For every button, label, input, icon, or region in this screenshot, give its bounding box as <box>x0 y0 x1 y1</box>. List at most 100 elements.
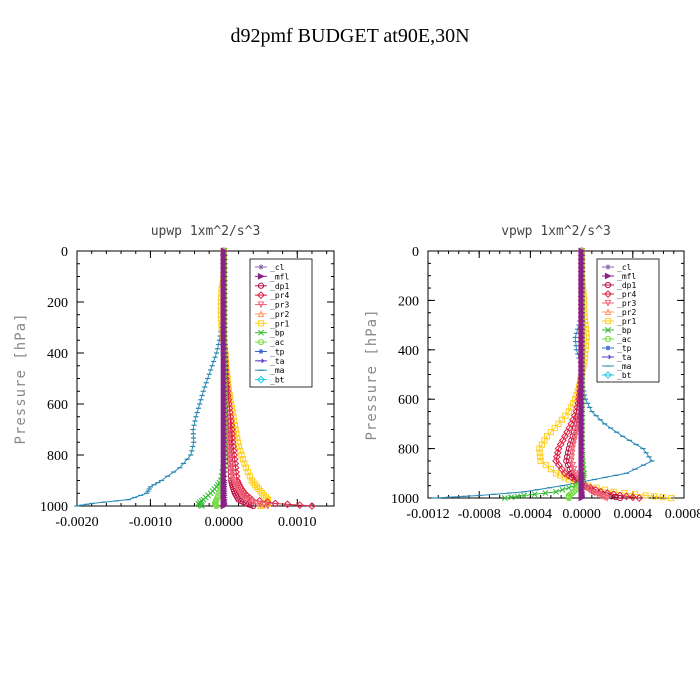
data-point <box>578 449 586 457</box>
data-point <box>601 494 609 501</box>
data-point <box>220 438 228 446</box>
data-point <box>561 469 569 478</box>
data-point <box>220 332 228 340</box>
x-tick-label: -0.0012 <box>406 507 449 522</box>
data-point <box>295 501 304 510</box>
data-point <box>578 338 586 345</box>
data-point <box>557 472 564 479</box>
data-point <box>578 375 586 383</box>
data-point <box>578 247 586 255</box>
data-point <box>220 302 228 310</box>
data-point <box>585 486 593 494</box>
data-point <box>578 494 586 502</box>
legend-marker <box>258 348 264 355</box>
upwp-panel: upwp 1xm^2/s^3 Pressure [hPa] 0 200 400 600 80… <box>13 224 335 530</box>
legend-label: _pr4 <box>270 291 289 300</box>
legend-label: _pr3 <box>270 301 289 310</box>
data-point <box>578 255 586 263</box>
data-point <box>578 317 586 325</box>
legend-marker <box>604 290 612 298</box>
data-point <box>220 307 228 314</box>
data-point <box>578 441 586 448</box>
legend-label: _ta <box>270 357 285 366</box>
data-point <box>553 488 559 495</box>
data-point <box>578 362 586 370</box>
legend-label: _pr1 <box>270 319 289 328</box>
data-point <box>220 447 228 455</box>
data-point <box>612 494 619 501</box>
panel-title: upwp 1xm^2/s^3 <box>151 224 261 239</box>
data-point <box>568 453 576 461</box>
x-tick-label: -0.0004 <box>509 507 552 522</box>
data-point <box>246 473 253 480</box>
y-tick-label: 800 <box>398 443 419 458</box>
data-point <box>578 305 586 313</box>
data-point <box>220 460 228 467</box>
data-point <box>220 294 228 302</box>
data-point <box>225 447 233 455</box>
legend-marker <box>605 345 611 351</box>
data-point <box>668 494 675 502</box>
data-point <box>578 350 586 358</box>
legend-label: _dp1 <box>617 281 636 290</box>
legend: _cl_mfl_dp1_pr4_pr3_pr2_pr1_bp_ac_tp_ta_… <box>596 258 660 383</box>
legend-label: _dp1 <box>270 282 289 291</box>
data-point <box>578 395 586 403</box>
data-point <box>578 321 586 329</box>
data-point <box>220 443 228 450</box>
data-point <box>220 387 228 395</box>
legend-marker <box>604 308 612 316</box>
data-point <box>642 492 649 499</box>
data-point <box>578 412 586 420</box>
data-point <box>578 391 586 399</box>
data-point <box>537 457 544 465</box>
data-point <box>220 468 228 476</box>
data-point <box>578 366 586 374</box>
data-point <box>244 468 251 476</box>
legend-label: _bt <box>270 376 285 385</box>
legend-label: _pr3 <box>617 299 636 308</box>
x-tick-label: -0.0020 <box>55 515 98 530</box>
data-point <box>213 502 220 510</box>
data-point <box>578 387 586 395</box>
data-point <box>241 460 248 467</box>
data-point <box>651 493 658 500</box>
data-point <box>242 464 249 471</box>
data-point <box>578 276 586 284</box>
data-point <box>220 260 228 268</box>
data-point <box>233 434 241 442</box>
vpwp-panel: vpwp 1xm^2/s^3 Pressure [hPa] 0 200 400 600 80… <box>364 224 700 522</box>
data-point <box>226 451 234 459</box>
legend-label: _ma <box>617 362 632 371</box>
data-point <box>220 464 228 472</box>
data-point <box>229 473 237 480</box>
data-point <box>220 268 228 276</box>
data-point <box>571 433 579 440</box>
data-point <box>569 461 577 469</box>
data-point <box>220 264 228 272</box>
data-point <box>220 315 228 323</box>
data-point <box>220 383 228 391</box>
legend-marker <box>257 320 265 327</box>
legend-label: _pr1 <box>617 317 636 326</box>
data-point <box>220 273 228 280</box>
data-point <box>599 493 607 501</box>
data-point <box>578 346 586 354</box>
data-point <box>578 309 586 317</box>
legend-marker <box>257 282 265 289</box>
data-point <box>220 375 228 382</box>
legend-label: _cl <box>617 263 632 272</box>
data-point <box>578 284 586 292</box>
x-tick-label: 0.0004 <box>614 507 653 522</box>
data-point <box>578 329 586 337</box>
data-point <box>220 404 228 412</box>
data-point <box>570 466 578 473</box>
data-point <box>568 449 576 457</box>
series-line-ma <box>76 251 225 507</box>
data-point <box>220 345 228 353</box>
data-point <box>508 494 515 501</box>
data-point <box>578 399 586 407</box>
data-point <box>554 444 563 453</box>
legend-marker <box>257 375 265 384</box>
